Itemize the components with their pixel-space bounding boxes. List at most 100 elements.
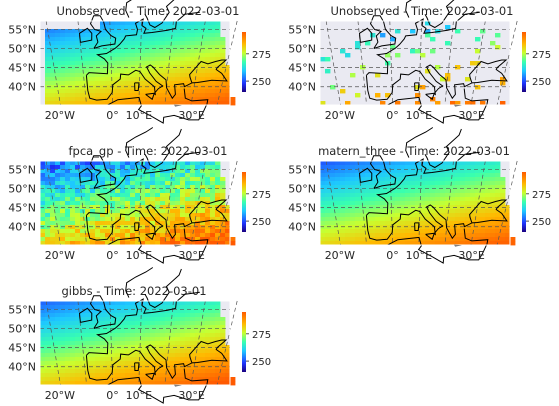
heat-cell [115, 353, 121, 358]
heat-cell [490, 177, 496, 182]
heat-cell [85, 97, 91, 102]
heat-cell [170, 101, 176, 106]
lon-gridline [45, 300, 61, 386]
heat-cell [60, 221, 66, 226]
heat-cell [460, 193, 466, 198]
heat-cell [155, 53, 161, 58]
heat-cell [110, 33, 116, 38]
heat-cell [45, 197, 51, 202]
heat-cell [165, 237, 171, 242]
heat-cell [200, 209, 206, 214]
heat-cell [95, 93, 101, 98]
heat-cell [50, 33, 56, 38]
heat-cell [95, 309, 101, 314]
heat-cell [115, 189, 121, 194]
heat-cell [450, 165, 456, 170]
heat-cell [500, 189, 506, 194]
heat-cell [50, 369, 56, 374]
heat-cell [200, 177, 206, 182]
heat-cell [200, 45, 206, 50]
heat-cell [80, 173, 86, 178]
map-area: 55°N50°N45°N40°N20°W 0° 10°E 30°E [8, 127, 238, 264]
heat-cell [455, 201, 461, 206]
heat-cell [340, 197, 346, 202]
heat-cell [505, 233, 511, 238]
heat-cell [220, 205, 226, 210]
heat-cell [320, 241, 326, 246]
heat-cell [485, 177, 491, 182]
heat-cell [85, 301, 91, 306]
heat-cell [65, 185, 71, 190]
heat-cell [130, 333, 136, 338]
heat-cell [330, 193, 336, 198]
heat-cell [395, 225, 401, 230]
heat-cell [155, 333, 161, 338]
lat-tick-label: 45°N [8, 202, 36, 215]
heat-cell [185, 21, 191, 26]
heat-cell [180, 301, 186, 306]
heat-cell [390, 173, 396, 178]
heat-cell [180, 361, 186, 366]
heat-cell [155, 73, 161, 78]
heat-cell [175, 381, 181, 386]
heat-cell [115, 317, 121, 322]
heat-cell [55, 329, 61, 334]
heat-cell [195, 301, 201, 306]
heat-cell [485, 233, 491, 238]
heat-cell [340, 221, 346, 226]
heat-cell [120, 33, 126, 38]
heat-cell [85, 321, 91, 326]
heat-cell [45, 369, 51, 374]
heat-cell [150, 369, 156, 374]
heat-cell [185, 77, 191, 82]
heat-cell [190, 217, 196, 222]
heat-cell [95, 97, 101, 102]
heat-cell [180, 197, 186, 202]
heat-cell [440, 201, 446, 206]
heat-cell [200, 49, 206, 54]
heat-cell [110, 345, 116, 350]
heat-cell [200, 225, 206, 230]
coastline [89, 295, 117, 329]
heat-cell [190, 189, 196, 194]
heat-cell [85, 37, 91, 42]
heat-cell [445, 181, 451, 186]
heat-cell [345, 225, 351, 230]
heat-cell [370, 197, 376, 202]
heat-cell [90, 65, 96, 70]
heat-cell [195, 37, 201, 42]
heat-cell [345, 229, 351, 234]
heat-cell [375, 217, 381, 222]
heat-cell [150, 29, 156, 34]
heat-cell [120, 197, 126, 202]
heat-cell [85, 57, 91, 62]
heat-cell [345, 165, 351, 170]
lat-tick-label: 55°N [8, 163, 36, 176]
heat-cell [200, 65, 206, 70]
heat-cell [195, 41, 201, 46]
heat-cell [190, 37, 196, 42]
lat-tick-label: 55°N [288, 23, 316, 36]
heat-cell [400, 161, 406, 166]
heat-cell [330, 85, 336, 90]
heat-cell [135, 89, 141, 94]
heat-cell [200, 337, 206, 342]
heat-cell [65, 29, 71, 34]
heat-cell [475, 241, 481, 246]
heat-cell [100, 365, 106, 370]
heat-cell [100, 217, 106, 222]
heat-cell [425, 221, 431, 226]
heat-cell [335, 241, 341, 246]
heat-cell [140, 85, 146, 90]
heat-cell [425, 197, 431, 202]
heat-cell [60, 73, 66, 78]
heat-cell [120, 61, 126, 66]
heat-cell [225, 369, 231, 374]
heat-cell [360, 205, 366, 210]
lon-gridline [325, 20, 341, 106]
heat-cell [390, 213, 396, 218]
heat-cell [335, 209, 341, 214]
heat-cell [130, 357, 136, 362]
heat-cell [205, 213, 211, 218]
heat-cell [65, 237, 71, 242]
